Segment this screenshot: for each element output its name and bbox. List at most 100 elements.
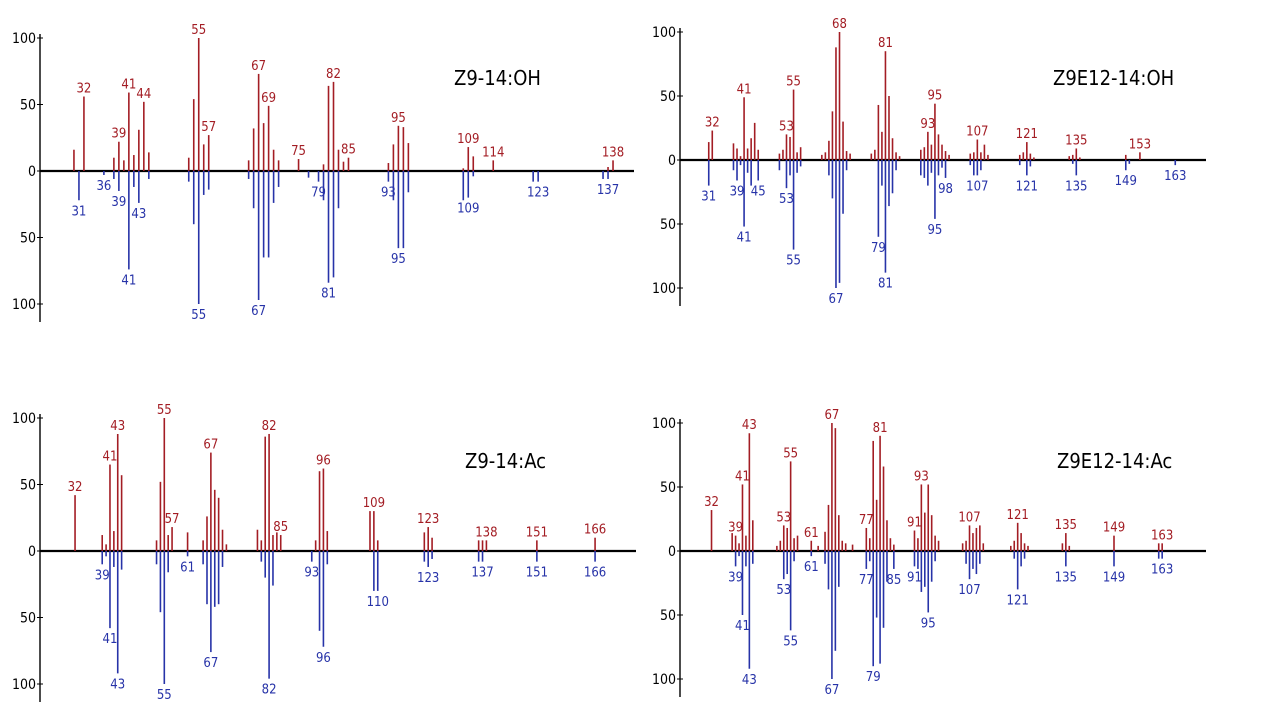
upper-peak-label: 85: [341, 143, 356, 158]
lower-peak-label: 36: [96, 179, 111, 194]
upper-peak-label: 95: [927, 89, 942, 104]
lower-peak-label: 135: [1065, 179, 1087, 194]
lower-peak-label: 166: [584, 566, 606, 581]
lower-peak-label: 39: [730, 184, 745, 199]
panel-title: Z9E12-14:Ac: [1057, 449, 1172, 473]
upper-peak-label: 81: [873, 421, 888, 436]
lower-peak-label: 39: [111, 195, 126, 210]
spectrum-panel-z9-14-ac: Z9-14:Ac 100 50 0 50 100 32 41 43 55 57 67 82 85 96 10…: [12, 403, 636, 703]
upper-peak-label: 55: [783, 446, 798, 461]
upper-peak-label: 32: [68, 480, 83, 495]
y-tick-label: 100: [652, 281, 676, 297]
upper-peak-label: 39: [111, 127, 126, 142]
lower-peak-label: 81: [878, 277, 893, 292]
upper-peak-label: 123: [417, 512, 439, 527]
upper-peak-label: 93: [920, 117, 935, 132]
y-tick-label: 0: [28, 164, 36, 180]
upper-peak-label: 67: [824, 408, 839, 423]
upper-peak-label: 95: [391, 111, 406, 126]
y-tick-label: 100: [12, 31, 36, 47]
lower-peak-label: 137: [597, 183, 619, 198]
y-tick-label: 50: [20, 478, 36, 494]
lower-peak-label: 151: [526, 566, 548, 581]
lower-peak-label: 43: [742, 673, 757, 688]
lower-peak-label: 98: [938, 182, 953, 197]
lower-peak-label: 61: [804, 560, 819, 575]
panel-title: Z9-14:Ac: [465, 449, 546, 473]
upper-peak-label: 32: [704, 495, 719, 510]
y-tick-label: 100: [12, 677, 36, 693]
y-tick-label: 50: [660, 217, 676, 233]
lower-peak-label: 121: [1007, 593, 1029, 608]
lower-peak-label: 123: [417, 571, 439, 586]
y-tick-label: 50: [660, 89, 676, 105]
spectrum-panel-z9e12-14-oh: Z9E12-14:OH 100 50 0 50 100 32 41 53 55 68 81 93 95 1…: [652, 17, 1206, 307]
lower-peak-label: 67: [824, 683, 839, 698]
lower-peak-label: 109: [457, 202, 479, 217]
lower-peak-label: 43: [131, 207, 146, 222]
lower-peak-label: 93: [304, 566, 319, 581]
lower-peak-label: 31: [701, 190, 716, 205]
upper-peak-label: 153: [1129, 137, 1151, 152]
upper-peak-label: 151: [526, 525, 548, 540]
y-tick-label: 50: [20, 231, 36, 247]
upper-peak-label: 32: [76, 82, 91, 97]
upper-peak-label: 44: [136, 87, 151, 102]
upper-peak-label: 41: [121, 78, 136, 93]
lower-peak-label: 41: [735, 619, 750, 634]
upper-peak-label: 53: [776, 510, 791, 525]
upper-peak-label: 67: [203, 438, 218, 453]
lower-peak-label: 79: [311, 186, 326, 201]
y-tick-label: 0: [668, 544, 676, 560]
lower-peak-label: 91: [907, 570, 922, 585]
lower-peak-label: 53: [776, 583, 791, 598]
lower-peak-label: 93: [381, 186, 396, 201]
upper-peak-label: 135: [1065, 133, 1087, 148]
upper-peak-label: 109: [457, 132, 479, 147]
lower-peak-label: 41: [121, 273, 136, 288]
upper-peak-label: 43: [742, 418, 757, 433]
y-tick-label: 100: [12, 297, 36, 313]
lower-peak-label: 79: [866, 670, 881, 685]
upper-peak-label: 121: [1016, 127, 1038, 142]
lower-peak-label: 43: [110, 677, 125, 692]
upper-peak-label: 85: [273, 520, 288, 535]
lower-peak-label: 45: [751, 184, 766, 199]
upper-peak-label: 55: [157, 403, 172, 418]
lower-peak-label: 123: [527, 186, 549, 201]
upper-peak-label: 107: [966, 125, 988, 140]
y-tick-label: 0: [668, 153, 676, 169]
lower-peak-label: 135: [1055, 570, 1077, 585]
lower-peak-label: 67: [829, 292, 844, 307]
upper-peak-label: 69: [261, 91, 276, 106]
spectrum-panel-z9e12-14-ac: Z9E12-14:Ac 100 50 0 50 100 32 39 41 43 53 55 61 67 7…: [652, 408, 1206, 698]
upper-peak-label: 57: [165, 512, 180, 527]
upper-peak-label: 93: [914, 469, 929, 484]
lower-peak-label: 55: [157, 688, 172, 703]
lower-peak-label: 96: [316, 651, 331, 666]
panel-title: Z9-14:OH: [454, 66, 541, 90]
lower-peak-label: 53: [779, 192, 794, 207]
lower-peak-label: 79: [871, 241, 886, 256]
y-tick-label: 100: [652, 416, 676, 432]
upper-peak-label: 68: [832, 17, 847, 32]
upper-peak-label: 138: [475, 525, 497, 540]
lower-peak-label: 95: [921, 616, 936, 631]
lower-peak-label: 107: [966, 179, 988, 194]
lower-peak-label: 137: [471, 566, 493, 581]
y-tick-label: 50: [20, 611, 36, 627]
lower-peak-label: 85: [886, 573, 901, 588]
upper-peak-label: 138: [602, 145, 624, 160]
lower-peak-label: 55: [786, 254, 801, 269]
upper-peak-label: 96: [316, 454, 331, 469]
upper-peak-label: 82: [326, 67, 341, 82]
lower-peak-label: 149: [1103, 570, 1125, 585]
lower-peak-label: 121: [1016, 179, 1038, 194]
lower-peak-label: 55: [783, 634, 798, 649]
lower-peak-label: 61: [180, 560, 195, 575]
lower-peak-label: 67: [203, 656, 218, 671]
upper-peak-label: 77: [859, 513, 874, 528]
lower-peak-label: 82: [262, 683, 277, 698]
upper-peak-label: 41: [735, 469, 750, 484]
